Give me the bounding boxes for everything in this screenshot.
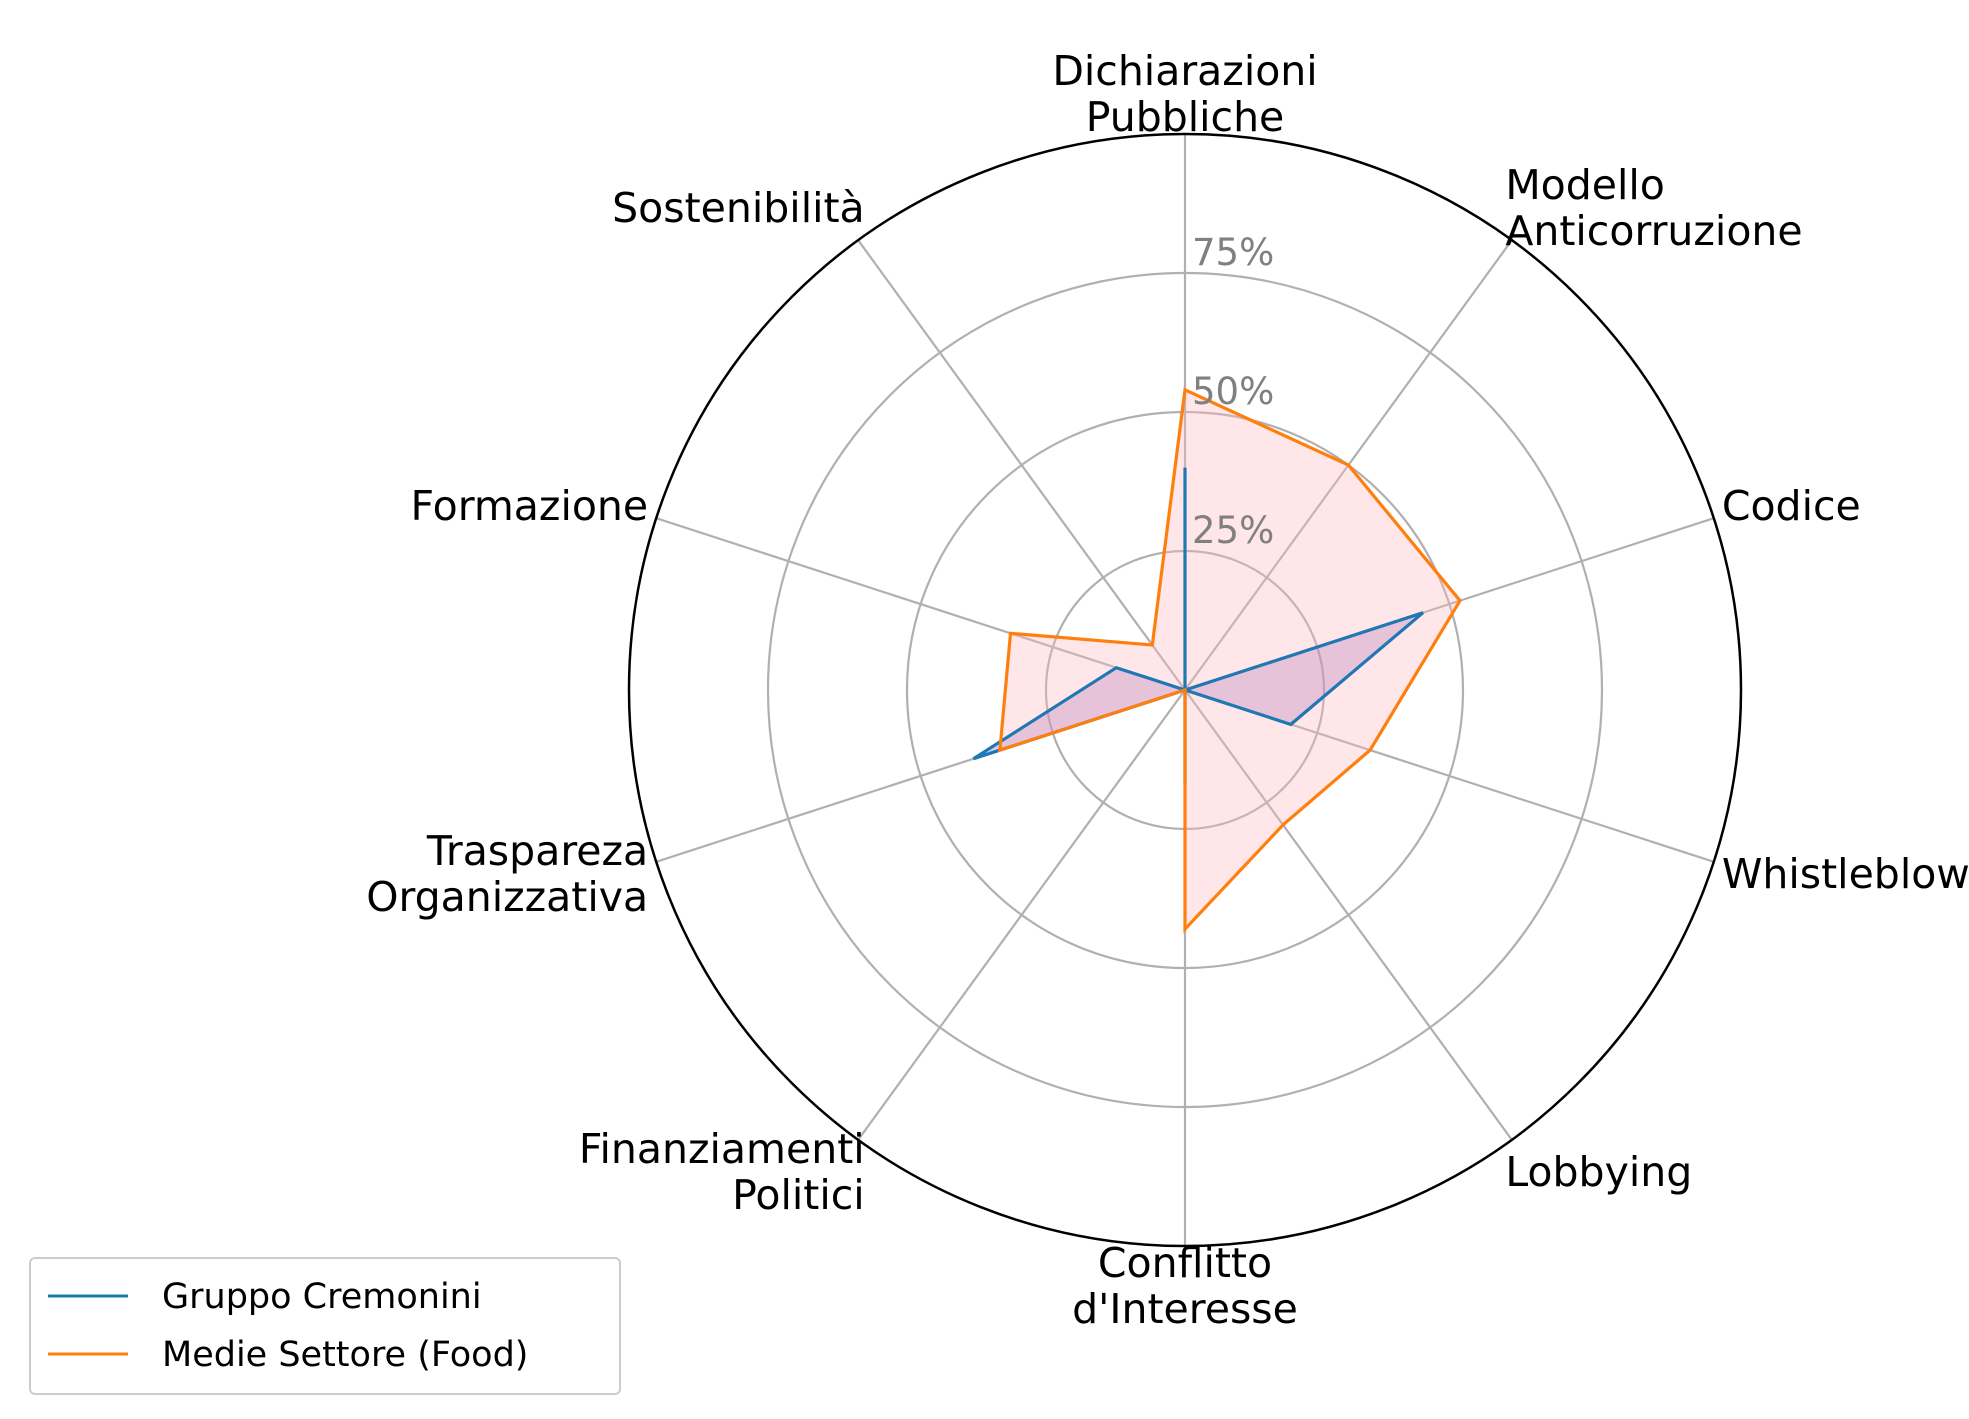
series-line-0 [972, 467, 1425, 785]
category-label: Sostenibilità [612, 184, 865, 232]
series-fill-1 [999, 389, 1460, 930]
legend-entry: Gruppo Cremonini [162, 1277, 482, 1317]
angular-gridline [857, 689, 1186, 1141]
legend-box [29, 1257, 621, 1395]
category-label: Whistleblowing [1722, 850, 1969, 898]
series-fills [973, 389, 1460, 930]
category-label: Formazione [411, 482, 649, 530]
category-label: Traspareza Organizzativa [366, 827, 648, 921]
angular-gridline [655, 517, 1186, 692]
category-labels: Dichiarazioni Pubbliche Modello Anticorruzi… [366, 47, 1969, 1333]
category-label: Codice [1722, 482, 1861, 530]
radial-tick-label: 25% [1192, 509, 1274, 552]
category-label: Conflitto d'Interesse [1072, 1239, 1298, 1333]
category-label: Lobbying [1505, 1148, 1692, 1196]
legend: Gruppo Cremonini Medie Settore (Food) [29, 1257, 621, 1395]
category-label: Modello Anticorruzione [1505, 161, 1802, 255]
angular-gridline [857, 239, 1186, 691]
polar-frame [627, 132, 1743, 1248]
radial-tick-labels: 25% 50% 75% [1192, 231, 1274, 552]
angular-gridline [1184, 689, 1513, 1141]
category-label: Dichiarazioni Pubbliche [1052, 47, 1317, 141]
category-label: Finanziamenti Politici [579, 1125, 865, 1219]
radial-tick-label: 50% [1192, 370, 1274, 413]
radial-tick-label: 75% [1192, 231, 1274, 274]
series-fill-0 [973, 467, 1423, 785]
series-lines [972, 387, 1462, 934]
legend-entry: Medie Settore (Food) [162, 1335, 528, 1375]
